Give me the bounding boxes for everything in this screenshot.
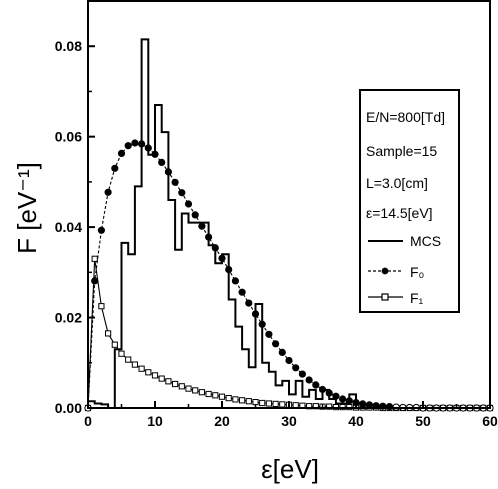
series-f1-point bbox=[105, 330, 112, 337]
series-f1-point bbox=[232, 396, 239, 403]
legend-f1-marker bbox=[381, 293, 389, 301]
series-f1-point bbox=[212, 392, 219, 399]
series-f0-point bbox=[365, 401, 373, 409]
series-f1-point bbox=[218, 393, 226, 400]
series-f1-point bbox=[131, 361, 139, 368]
series-f0-point bbox=[191, 211, 199, 219]
x-tick-label: 30 bbox=[281, 413, 297, 429]
series-f1-point bbox=[125, 356, 132, 363]
series-f0-point bbox=[97, 226, 106, 234]
series-f1-point bbox=[165, 378, 172, 385]
series-f0-point bbox=[278, 348, 286, 356]
annotation-field: E/N=800[Td] bbox=[366, 109, 445, 125]
series-mcs-step-line bbox=[87, 38, 357, 409]
y-tick-label: 0.08 bbox=[55, 38, 82, 54]
series-f0-point bbox=[198, 222, 206, 230]
series-f1-point bbox=[98, 303, 105, 310]
series-f1-point bbox=[205, 390, 212, 398]
x-tick-label: 0 bbox=[84, 413, 92, 429]
series-f1-point bbox=[111, 341, 118, 348]
series-f0-point bbox=[339, 395, 347, 403]
series-f1-point bbox=[91, 255, 98, 262]
y-tick-label: 0.02 bbox=[55, 310, 82, 326]
series-f1-point bbox=[118, 350, 125, 357]
series-f0-point bbox=[312, 381, 320, 389]
series-f0-point bbox=[359, 400, 367, 408]
series-f0-point bbox=[158, 158, 166, 166]
x-axis-label: ε[eV] bbox=[261, 454, 319, 484]
y-tick-labels: 0.00 0.02 0.04 0.06 0.08 bbox=[55, 38, 82, 416]
series-f0-point bbox=[298, 370, 306, 378]
annotation-sample: Sample=15 bbox=[366, 143, 437, 159]
series-f0-point bbox=[131, 139, 139, 147]
series-f1-point bbox=[158, 375, 165, 382]
legend-mcs-label: MCS bbox=[410, 233, 441, 249]
series-f1-point bbox=[198, 389, 206, 396]
series-f1-point bbox=[172, 380, 179, 388]
legend-f0-marker bbox=[381, 267, 389, 275]
series-f1-point bbox=[239, 397, 246, 404]
series-f1-point bbox=[151, 372, 159, 379]
axis-ticks bbox=[87, 45, 491, 409]
legend: E/N=800[Td] Sample=15 L=3.0[cm] ε=14.5[e… bbox=[359, 89, 460, 313]
series-f1-point bbox=[279, 401, 286, 408]
series-f0-point bbox=[104, 188, 112, 196]
series-f0-point bbox=[124, 142, 132, 150]
series-f0-point bbox=[178, 189, 186, 197]
series-f1-point bbox=[178, 383, 185, 390]
series-f1-point bbox=[326, 403, 333, 410]
y-tick-label: 0.04 bbox=[55, 219, 82, 235]
series-f1-point bbox=[272, 400, 279, 407]
x-tick-label: 20 bbox=[214, 413, 230, 429]
series-f0-point bbox=[111, 164, 119, 172]
series-f1-point bbox=[145, 369, 152, 376]
x-tick-label: 50 bbox=[415, 413, 431, 429]
series-f1-point bbox=[265, 400, 272, 407]
plot-area bbox=[84, 0, 494, 412]
legend-box bbox=[359, 89, 460, 313]
y-tick-label: 0.00 bbox=[55, 400, 82, 416]
y-axis-label: F [eV⁻¹] bbox=[12, 162, 42, 254]
series-f0-point bbox=[285, 356, 293, 365]
series-f1-point bbox=[185, 385, 192, 392]
legend-f0-label: F₀ bbox=[410, 264, 425, 280]
series-f0-point bbox=[184, 200, 193, 208]
annotation-energy: ε=14.5[eV] bbox=[366, 205, 433, 221]
annotation-length: L=3.0[cm] bbox=[366, 175, 428, 191]
y-tick-label: 0.06 bbox=[55, 129, 82, 145]
series-f1-point bbox=[252, 399, 259, 406]
series-f0-point bbox=[117, 149, 126, 157]
series-f0-point bbox=[272, 340, 280, 348]
series-f1-point bbox=[192, 387, 199, 394]
series-f0-point bbox=[292, 364, 300, 372]
series-f0-point bbox=[231, 277, 239, 285]
x-tick-label: 40 bbox=[348, 413, 364, 429]
series-f1-point bbox=[259, 399, 266, 407]
series-f1-point bbox=[245, 398, 252, 405]
series-f0-point bbox=[171, 178, 179, 186]
x-tick-label: 10 bbox=[147, 413, 163, 429]
x-tick-label: 60 bbox=[482, 413, 498, 429]
series-f0-point bbox=[238, 288, 246, 296]
series-f1-point bbox=[138, 365, 145, 372]
series-f0-point bbox=[265, 330, 273, 338]
series-f1-point bbox=[225, 395, 232, 402]
series-f0-point bbox=[91, 277, 99, 285]
legend-f1-label: F₁ bbox=[410, 290, 424, 306]
series-f0-point bbox=[245, 299, 253, 307]
x-tick-labels: 0 10 20 30 40 50 60 bbox=[84, 413, 498, 429]
series-f0-point bbox=[305, 376, 313, 384]
